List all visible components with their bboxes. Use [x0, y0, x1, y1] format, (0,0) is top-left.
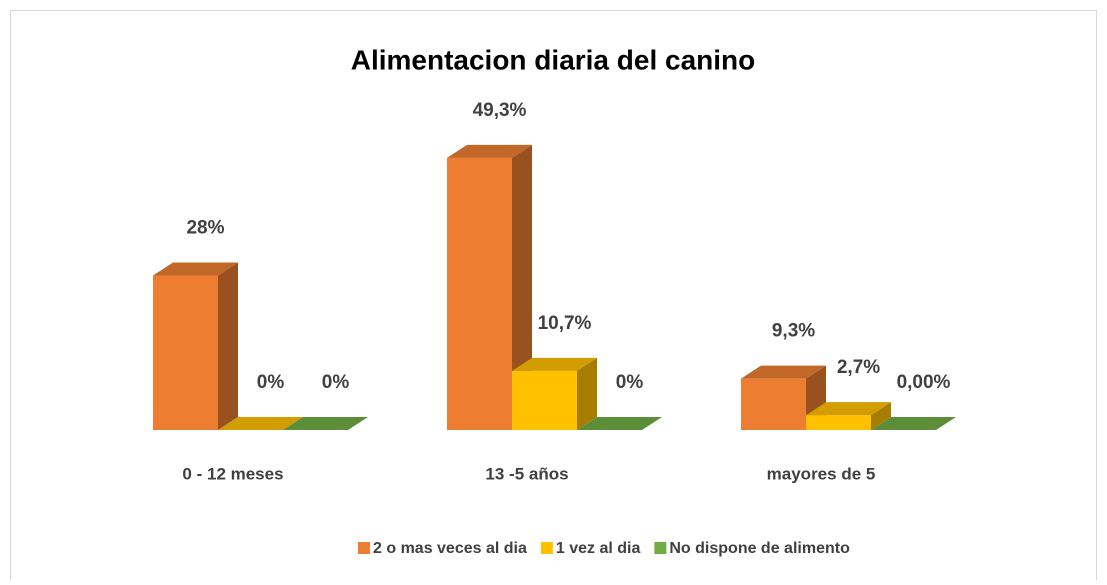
bar-top — [218, 417, 303, 430]
bar — [512, 370, 577, 430]
x-tick-label: 0 - 12 meses — [182, 464, 283, 483]
legend-swatch — [358, 542, 370, 554]
data-label: 0% — [322, 372, 350, 393]
bar-top — [153, 262, 238, 276]
bar-side — [512, 144, 532, 430]
data-label: 49,3% — [473, 100, 527, 121]
data-label: 2,7% — [837, 357, 880, 378]
data-label: 10,7% — [538, 313, 592, 334]
x-tick-label: 13 -5 años — [485, 464, 568, 483]
bar-top — [806, 402, 891, 416]
legend-label: 2 o mas veces al dia — [373, 540, 527, 557]
bar-top — [512, 357, 597, 371]
legend-swatch — [654, 542, 667, 554]
bar — [741, 378, 806, 430]
data-label: 0% — [257, 372, 285, 393]
bar-top — [871, 417, 956, 430]
bar-top — [283, 417, 368, 430]
bar-top — [577, 417, 662, 430]
legend-label: No dispone de alimento — [669, 540, 850, 557]
bar — [447, 157, 512, 430]
bar-side — [218, 262, 238, 430]
data-label: 28% — [186, 217, 224, 238]
legend-label: 1 vez al dia — [556, 540, 641, 557]
bar — [153, 275, 218, 430]
bar-top — [447, 144, 532, 158]
bar-top — [741, 365, 826, 379]
chart-title: Alimentacion diaria del canino — [351, 44, 756, 75]
data-label: 0% — [616, 372, 644, 393]
x-tick-label: mayores de 5 — [767, 464, 876, 483]
legend-swatch — [540, 542, 553, 554]
bar — [806, 415, 871, 430]
bar-side — [577, 357, 597, 430]
data-label: 9,3% — [772, 321, 815, 342]
bar-side — [871, 402, 891, 430]
data-label: 0,00% — [897, 372, 951, 393]
